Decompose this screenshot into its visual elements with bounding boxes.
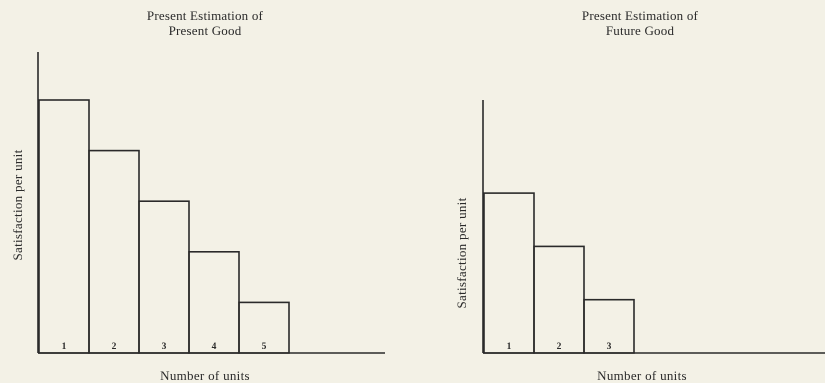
x-axis-label: Number of units	[597, 368, 687, 383]
bar-unit-2	[88, 149, 140, 354]
bar-label-3: 3	[162, 342, 167, 352]
y-axis-label: Satisfaction per unit	[454, 197, 469, 308]
bar-label-1: 1	[62, 342, 67, 352]
bar-label-1: 1	[507, 342, 512, 352]
x-axis-label: Number of units	[160, 368, 250, 383]
bar-label-3: 3	[607, 342, 612, 352]
bar-unit-1	[38, 99, 90, 354]
bar-unit-3	[583, 298, 635, 354]
bar-unit-3	[138, 200, 190, 354]
bar-unit-1	[483, 192, 535, 354]
chart-title-line-1: Present Estimation of	[582, 8, 699, 23]
bar-label-4: 4	[212, 342, 217, 352]
chart-title-line-1: Present Estimation of	[147, 8, 264, 23]
chart-title-line-2: Future Good	[606, 23, 675, 38]
bar-label-2: 2	[112, 342, 117, 352]
bar-unit-5	[238, 301, 290, 354]
chart-title-line-2: Present Good	[169, 23, 242, 38]
bar-label-2: 2	[557, 342, 562, 352]
bar-unit-4	[188, 251, 240, 354]
bar-label-5: 5	[262, 342, 267, 352]
bar-unit-2	[533, 245, 585, 354]
y-axis-label: Satisfaction per unit	[10, 149, 25, 260]
